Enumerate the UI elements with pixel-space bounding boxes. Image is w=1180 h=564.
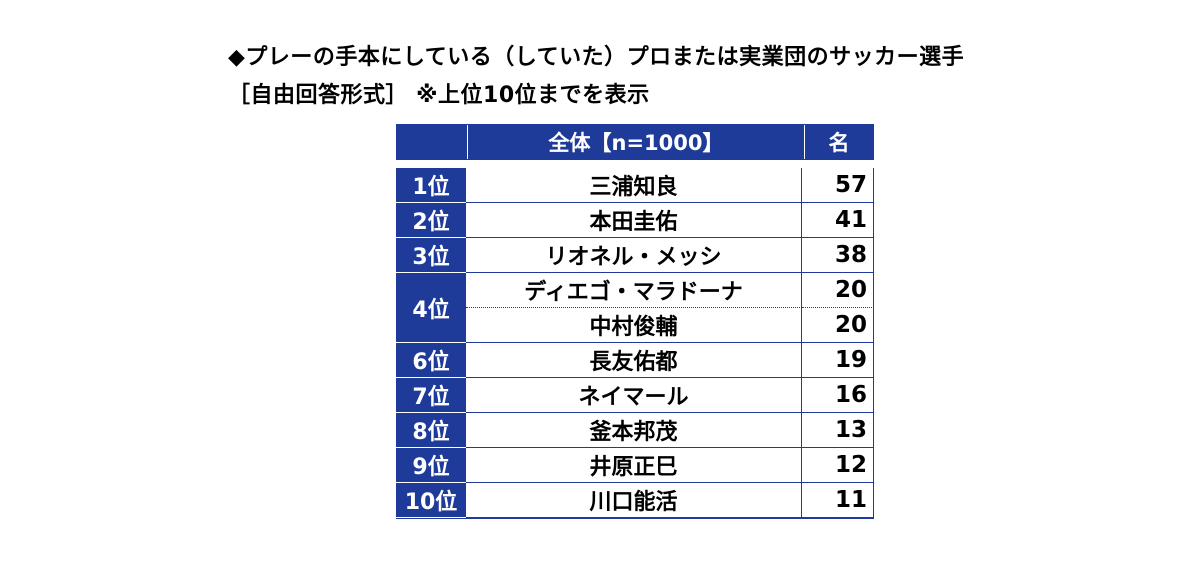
rank-cell: 4位	[396, 273, 466, 343]
header-count-cell: 名	[828, 131, 850, 155]
count-cell: 19	[802, 343, 874, 378]
player-name-cell: 井原正巳	[466, 448, 802, 483]
rank-cell: 9位	[396, 448, 466, 483]
rank-cell: 1位	[396, 168, 466, 203]
rank-cell: 3位	[396, 238, 466, 273]
count-cell: 11	[802, 483, 874, 518]
rank-cell: 8位	[396, 413, 466, 448]
table-body: 1位 三浦知良 57 2位 本田圭佑 41 3位 リオネル・メッシ 38 4位 ディエゴ・マラドーナ…	[396, 168, 874, 519]
count-cell: 16	[802, 378, 874, 413]
rank-cell: 10位	[396, 483, 466, 518]
player-name-cell: ネイマール	[466, 378, 802, 413]
player-name-cell: 川口能活	[466, 483, 802, 518]
player-name-cell: 釜本邦茂	[466, 413, 802, 448]
player-name-cell: 中村俊輔	[466, 308, 802, 343]
player-name-cell: リオネル・メッシ	[466, 238, 802, 273]
table-header: 全体【n=1000】 名	[396, 124, 874, 160]
count-cell: 20	[802, 308, 874, 343]
rank-cell: 7位	[396, 378, 466, 413]
count-cell: 12	[802, 448, 874, 483]
header-rank-cell	[397, 125, 468, 159]
player-name-cell: 本田圭佑	[466, 203, 802, 238]
count-cell: 20	[802, 273, 874, 308]
count-cell: 13	[802, 413, 874, 448]
rank-cell: 2位	[396, 203, 466, 238]
player-name-cell: 長友佑都	[466, 343, 802, 378]
count-cell: 41	[802, 203, 874, 238]
rank-cell: 6位	[396, 343, 466, 378]
chart-title: ◆プレーの手本にしている（していた）プロまたは実業団のサッカー選手	[228, 45, 965, 70]
player-name-cell: 三浦知良	[466, 168, 802, 203]
player-name-cell: ディエゴ・マラドーナ	[466, 273, 802, 308]
chart-subtitle: ［自由回答形式］ ※上位10位までを表示	[228, 83, 650, 108]
count-cell: 38	[802, 238, 874, 273]
count-cell: 57	[802, 168, 874, 203]
header-name-cell: 全体【n=1000】	[468, 125, 805, 159]
ranking-table: 全体【n=1000】 名 1位 三浦知良 57 2位 本田圭佑 41 3位 リオネル・メッシ 3…	[396, 124, 874, 519]
